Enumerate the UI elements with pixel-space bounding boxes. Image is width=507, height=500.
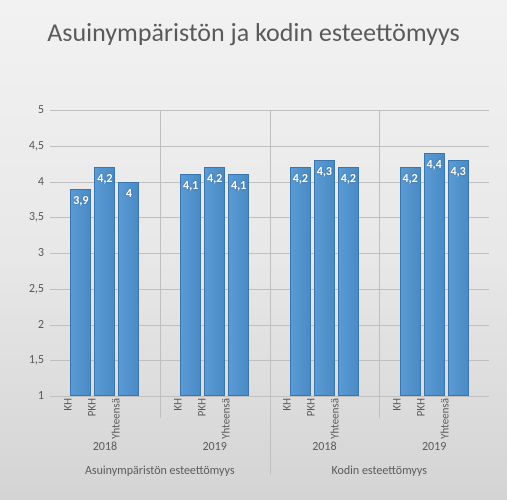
top-group-label: Kodin esteettömyys xyxy=(270,465,490,478)
y-tick-label: 4,5 xyxy=(29,139,44,153)
year-label: 2019 xyxy=(379,440,489,454)
chart-area: 11,522,533,544,55 3,94,244,14,24,14,24,3… xyxy=(18,110,489,482)
category-cell: KHPKHYhteensä xyxy=(379,336,489,396)
y-tick-label: 5 xyxy=(38,103,44,117)
bar-value-label: 4,3 xyxy=(450,165,465,179)
category-label: KH xyxy=(171,398,184,411)
category-cell: KHPKHYhteensä xyxy=(50,336,160,396)
bar-value-label: 4,2 xyxy=(97,172,112,186)
category-label: Yhteensä xyxy=(219,398,232,439)
category-cell: KHPKHYhteensä xyxy=(160,336,270,396)
bar-value-label: 4,2 xyxy=(207,172,222,186)
year-label: 2018 xyxy=(50,440,160,454)
y-tick-label: 1,5 xyxy=(29,353,44,367)
category-label: PKH xyxy=(415,398,428,416)
year-label: 2019 xyxy=(160,440,270,454)
year-label: 2018 xyxy=(270,440,380,454)
category-label: Yhteensä xyxy=(439,398,452,439)
category-label: PKH xyxy=(305,398,318,416)
top-group-label: Asuinympäristön esteettömyys xyxy=(50,465,270,478)
bar-value-label: 4 xyxy=(126,187,132,201)
y-axis: 11,522,533,544,55 xyxy=(18,110,48,396)
bar-value-label: 4,2 xyxy=(402,172,417,186)
y-tick-label: 1 xyxy=(38,389,44,403)
group-divider xyxy=(270,110,271,474)
category-label: KH xyxy=(281,398,294,411)
y-tick-label: 3,5 xyxy=(29,210,44,224)
bar-value-label: 4,4 xyxy=(426,158,441,172)
y-tick-label: 2 xyxy=(38,318,44,332)
bar-value-label: 4,2 xyxy=(293,172,308,186)
category-cell: KHPKHYhteensä xyxy=(270,336,380,396)
bar-value-label: 4,2 xyxy=(341,172,356,186)
bar-value-label: 4,1 xyxy=(183,179,198,193)
year-axis: 2018201920182019 xyxy=(50,440,489,454)
category-label: KH xyxy=(61,398,74,411)
category-label: Yhteensä xyxy=(329,398,342,439)
y-tick-label: 4 xyxy=(38,175,44,189)
bar-value-label: 4,1 xyxy=(231,179,246,193)
bar-value-label: 4,3 xyxy=(317,165,332,179)
group-axis: Asuinympäristön esteettömyysKodin esteet… xyxy=(50,465,489,478)
category-label: PKH xyxy=(85,398,98,416)
category-label: KH xyxy=(391,398,404,411)
chart-title: Asuinympäristön ja kodin esteettömyys xyxy=(0,0,507,58)
category-axis: KHPKHYhteensäKHPKHYhteensäKHPKHYhteensäK… xyxy=(50,336,489,396)
y-tick-label: 3 xyxy=(38,246,44,260)
category-label: PKH xyxy=(195,398,208,416)
category-label: Yhteensä xyxy=(109,398,122,439)
y-tick-label: 2,5 xyxy=(29,282,44,296)
bar-value-label: 3,9 xyxy=(73,194,88,208)
